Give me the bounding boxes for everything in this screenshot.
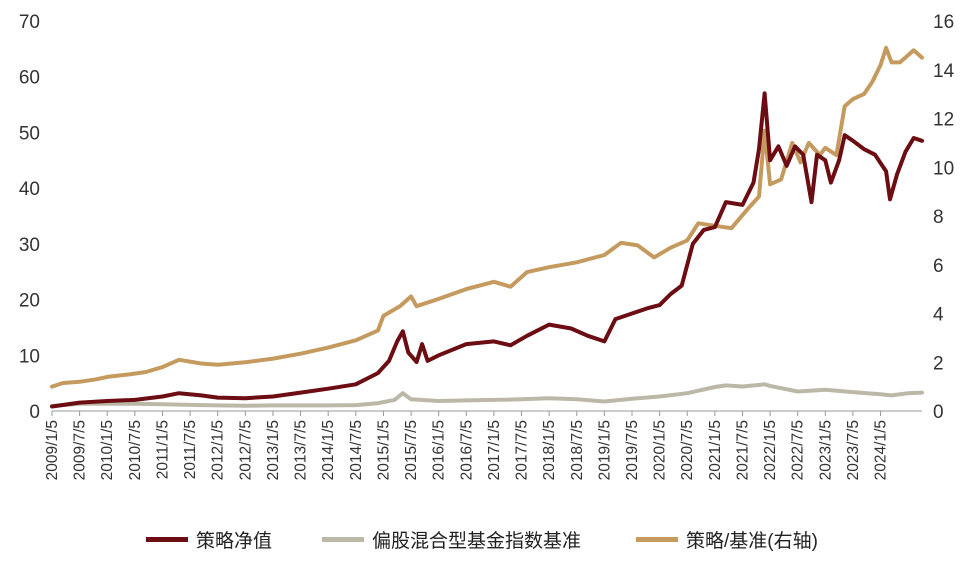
left-tick-label: 70 (19, 12, 40, 33)
x-tick-label: 2015/1/5 (375, 420, 392, 480)
x-axis: 2009/1/5 2009/7/5 2010/1/5 2010/7/5 2011/1/5… (44, 411, 890, 480)
left-tick-label: 20 (19, 291, 40, 312)
x-tick-label: 2012/7/5 (237, 420, 254, 480)
x-tick-label: 2017/7/5 (514, 420, 531, 480)
left-tick-label: 60 (19, 68, 40, 89)
right-tick-label: 6 (933, 256, 944, 277)
left-tick-label: 30 (19, 235, 40, 256)
x-tick-label: 2015/7/5 (403, 420, 420, 480)
x-tick-label: 2020/1/5 (652, 420, 669, 480)
legend-label-benchmark: 偏股混合型基金指数基准 (372, 530, 582, 552)
x-tick-label: 2017/1/5 (486, 420, 503, 480)
x-tick-label: 2014/7/5 (348, 420, 365, 480)
x-tick-label: 2011/7/5 (182, 420, 199, 479)
legend-item-strategy-nav: 策略净值 (146, 524, 272, 554)
x-tick-label: 2018/7/5 (569, 420, 586, 480)
x-tick-label: 2018/1/5 (541, 420, 558, 480)
x-tick-label: 2022/7/5 (790, 420, 807, 480)
legend-item-benchmark: 偏股混合型基金指数基准 (322, 524, 581, 554)
series-line-0 (50, 91, 924, 409)
x-tick-label: 2020/7/5 (679, 420, 696, 480)
legend-swatch-ratio (636, 536, 678, 542)
left-tick-label: 40 (19, 179, 40, 200)
right-tick-label: 10 (933, 158, 954, 179)
right-tick-label: 16 (933, 12, 954, 33)
x-tick-label: 2022/1/5 (762, 420, 779, 480)
x-tick-label: 2024/1/5 (873, 420, 890, 480)
x-tick-label: 2012/1/5 (210, 420, 227, 480)
x-tick-label: 2009/7/5 (72, 420, 89, 480)
right-tick-label: 2 (933, 353, 944, 374)
right-axis: 0 2 4 6 8 10 12 14 16 (933, 12, 955, 423)
x-tick-label: 2011/1/5 (154, 420, 171, 479)
series-line-2 (50, 45, 924, 389)
legend-swatch-benchmark (322, 536, 364, 542)
x-tick-label: 2013/1/5 (265, 420, 282, 480)
legend-label-strategy-nav: 策略净值 (196, 530, 273, 552)
legend-label-ratio: 策略/基准(右轴) (686, 530, 818, 552)
x-tick-label: 2014/1/5 (320, 420, 337, 480)
x-tick-label: 2010/7/5 (127, 420, 144, 480)
right-tick-label: 12 (933, 110, 954, 131)
left-axis: 0 10 20 30 40 50 60 70 (19, 12, 40, 423)
left-tick-label: 50 (19, 123, 40, 144)
left-tick-label: 0 (29, 402, 40, 423)
right-tick-label: 0 (933, 402, 944, 423)
x-tick-label: 2023/7/5 (845, 420, 862, 480)
x-tick-label: 2023/1/5 (817, 420, 834, 480)
x-tick-label: 2021/7/5 (734, 420, 751, 480)
right-tick-label: 8 (933, 207, 944, 228)
x-tick-label: 2016/7/5 (458, 420, 475, 480)
right-tick-label: 4 (933, 305, 944, 326)
left-tick-label: 10 (19, 346, 40, 367)
legend-swatch-strategy-nav (146, 536, 188, 542)
x-tick-label: 2009/1/5 (44, 420, 61, 480)
x-tick-label: 2019/7/5 (624, 420, 641, 480)
series-layer (50, 45, 924, 409)
legend-item-ratio: 策略/基准(右轴) (636, 524, 818, 554)
x-tick-label: 2016/1/5 (431, 420, 448, 480)
x-tick-label: 2013/7/5 (293, 420, 310, 480)
x-tick-label: 2021/1/5 (707, 420, 724, 480)
legend: 策略净值 偏股混合型基金指数基准 策略/基准(右轴) (0, 524, 979, 554)
x-tick-label: 2019/1/5 (596, 420, 613, 480)
right-tick-label: 14 (933, 61, 955, 82)
x-tick-label: 2010/1/5 (99, 420, 116, 480)
series-line-1 (50, 382, 924, 408)
